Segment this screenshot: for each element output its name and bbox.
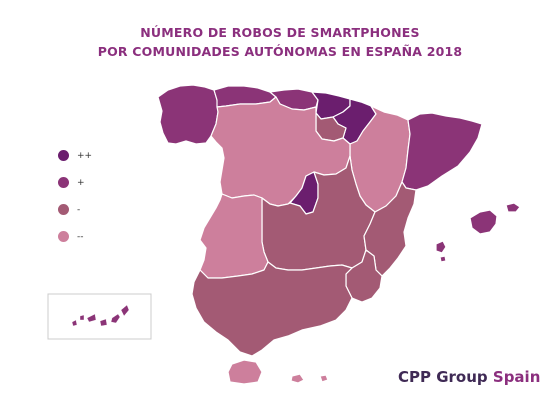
legend-swatch xyxy=(58,231,69,242)
legend-label: ++ xyxy=(77,150,93,161)
brand-country: Spain xyxy=(492,368,541,386)
region-cataluna xyxy=(401,112,483,191)
legend-swatch xyxy=(58,204,69,215)
region-ceuta-melilla xyxy=(227,359,263,385)
region-islas-canarias xyxy=(71,319,78,327)
legend-label: + xyxy=(77,177,85,188)
legend-item: + xyxy=(58,169,92,196)
region-andalucia xyxy=(191,261,353,357)
map-title-line-1: NÚMERO DE ROBOS DE SMARTPHONES xyxy=(140,25,420,40)
map-title: NÚMERO DE ROBOS DE SMARTPHONES POR COMUN… xyxy=(0,23,560,61)
legend: ++ + - -- xyxy=(58,142,92,250)
brand-name: CPP Group xyxy=(398,368,488,386)
legend-swatch xyxy=(58,177,69,188)
region-islas-baleares xyxy=(439,255,447,263)
region-islas-canarias xyxy=(110,313,121,324)
legend-item: - xyxy=(58,196,92,223)
region-galicia xyxy=(157,84,219,145)
map-title-line-2: POR COMUNIDADES AUTÓNOMAS EN ESPAÑA 2018 xyxy=(97,44,463,59)
region-ceuta-melilla xyxy=(319,374,329,383)
region-islas-canarias xyxy=(120,304,130,317)
region-extremadura xyxy=(199,193,269,279)
canary-islands xyxy=(71,304,130,327)
legend-label: -- xyxy=(77,231,84,242)
legend-item: -- xyxy=(58,223,92,250)
region-ceuta-melilla xyxy=(290,373,305,384)
legend-swatch xyxy=(58,150,69,161)
region-islas-canarias xyxy=(86,313,97,323)
region-islas-baleares xyxy=(435,240,447,254)
region-islas-baleares xyxy=(505,202,521,213)
region-islas-canarias xyxy=(79,314,85,321)
region-islas-canarias xyxy=(99,318,108,327)
region-islas-baleares xyxy=(469,209,498,235)
brand-logo: CPP Group Spain xyxy=(398,368,540,386)
canary-islands-inset xyxy=(47,293,152,340)
legend-label: - xyxy=(77,204,81,215)
legend-item: ++ xyxy=(58,142,92,169)
